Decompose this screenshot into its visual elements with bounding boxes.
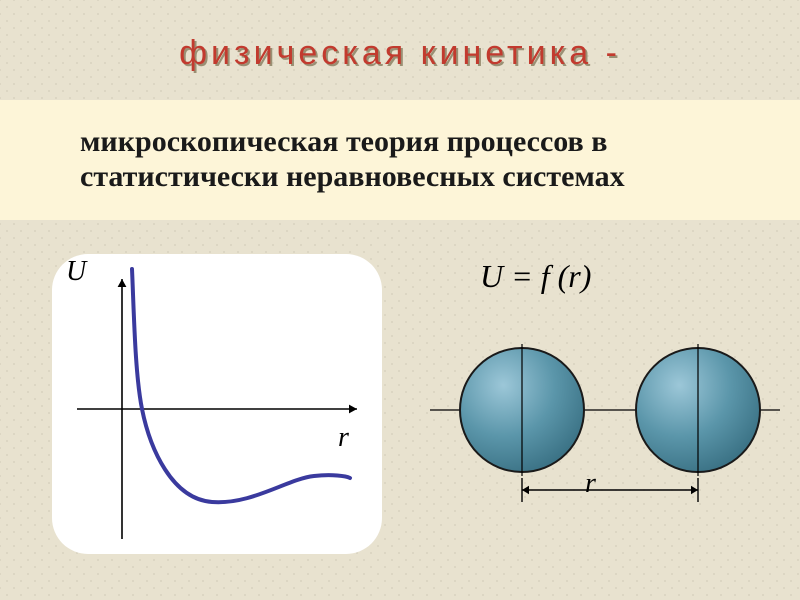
y-axis-label: U	[66, 256, 86, 288]
potential-graph-panel	[52, 254, 382, 554]
page-title: физическая кинетика -	[0, 34, 800, 73]
spheres-diagram	[430, 330, 780, 530]
subtitle-line2: статистически неравновесных системах	[80, 160, 760, 195]
subtitle: микроскопическая теория процессов в стат…	[80, 125, 760, 194]
potential-graph	[52, 254, 382, 554]
subtitle-line1: микроскопическая теория процессов в	[80, 125, 607, 158]
x-axis-label: r	[338, 422, 349, 454]
distance-label: r	[585, 468, 596, 500]
equation: U = f (r)	[480, 258, 591, 295]
